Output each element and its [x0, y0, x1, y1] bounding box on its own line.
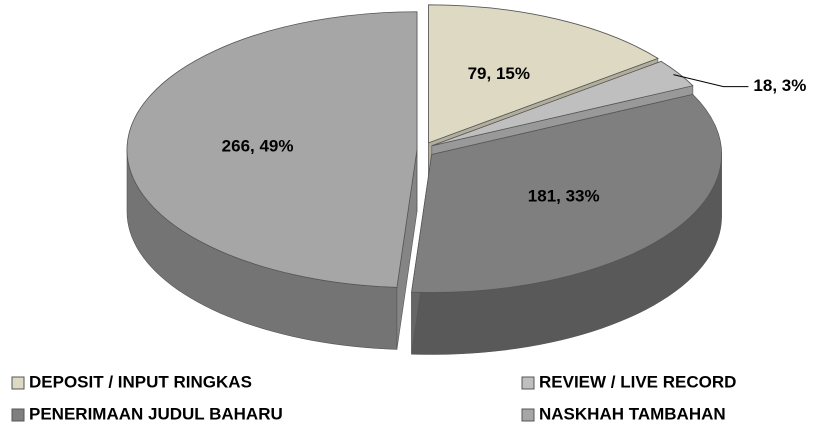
slice: [411, 93, 723, 293]
slice: [428, 4, 659, 144]
slice: [126, 11, 418, 288]
legend-swatch: [11, 408, 25, 422]
legend-swatch: [11, 376, 25, 390]
leader-line: [673, 74, 749, 88]
data-label: 79, 15%: [468, 64, 530, 83]
slice: [431, 60, 694, 147]
data-label: 18, 3%: [753, 76, 806, 95]
legend-swatch: [521, 376, 535, 390]
legend-label: NASKHAH TAMBAHAN: [539, 404, 726, 423]
data-label: 181, 33%: [528, 186, 600, 205]
legend-swatch: [521, 408, 535, 422]
data-label: 266, 49%: [222, 137, 294, 156]
legend-label: REVIEW / LIVE RECORD: [539, 372, 736, 391]
legend-label: DEPOSIT / INPUT RINGKAS: [29, 372, 252, 391]
legend-label: PENERIMAAN JUDUL BAHARU: [29, 404, 283, 423]
